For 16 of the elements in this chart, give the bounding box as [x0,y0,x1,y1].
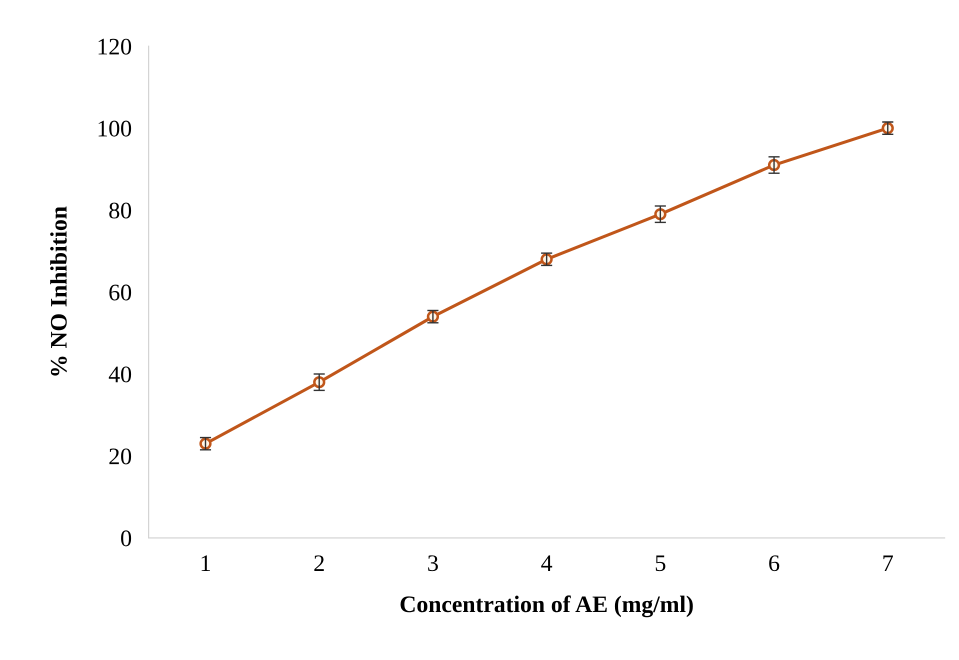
y-tick-label: 60 [109,284,132,300]
y-tick-label: 100 [98,120,132,137]
x-tick-label: 4 [541,555,552,571]
x-tick-label: 5 [656,555,666,572]
x-tick-label: 6 [769,555,780,572]
x-tick-label: 2 [314,555,324,571]
y-tick-label: 120 [98,38,132,55]
y-axis-title: % NO Inhibition [50,206,67,376]
y-tick-label: 0 [121,530,132,546]
y-tick-label: 20 [109,448,132,464]
x-tick-label: 7 [883,555,893,571]
x-tick-label: 1 [202,555,210,571]
y-tick-label: 40 [108,366,132,382]
y-tick-label: 80 [109,202,132,219]
x-axis-title: Concentration of AE (mg/ml) [400,595,693,618]
x-tick-label: 3 [428,555,438,572]
